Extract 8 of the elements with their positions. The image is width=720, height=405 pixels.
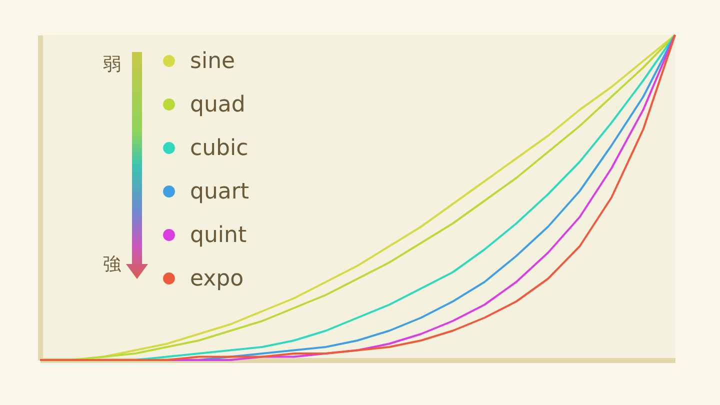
legend-label: quad bbox=[190, 92, 246, 118]
legend-label: quart bbox=[190, 180, 250, 204]
annotation: 強 bbox=[103, 254, 121, 275]
legend-label: quint bbox=[190, 223, 247, 248]
legend-label: expo bbox=[190, 266, 244, 292]
legend-label: sine bbox=[190, 49, 236, 74]
legend-label: cubic bbox=[190, 136, 248, 161]
annotation: 弱 bbox=[103, 54, 121, 75]
